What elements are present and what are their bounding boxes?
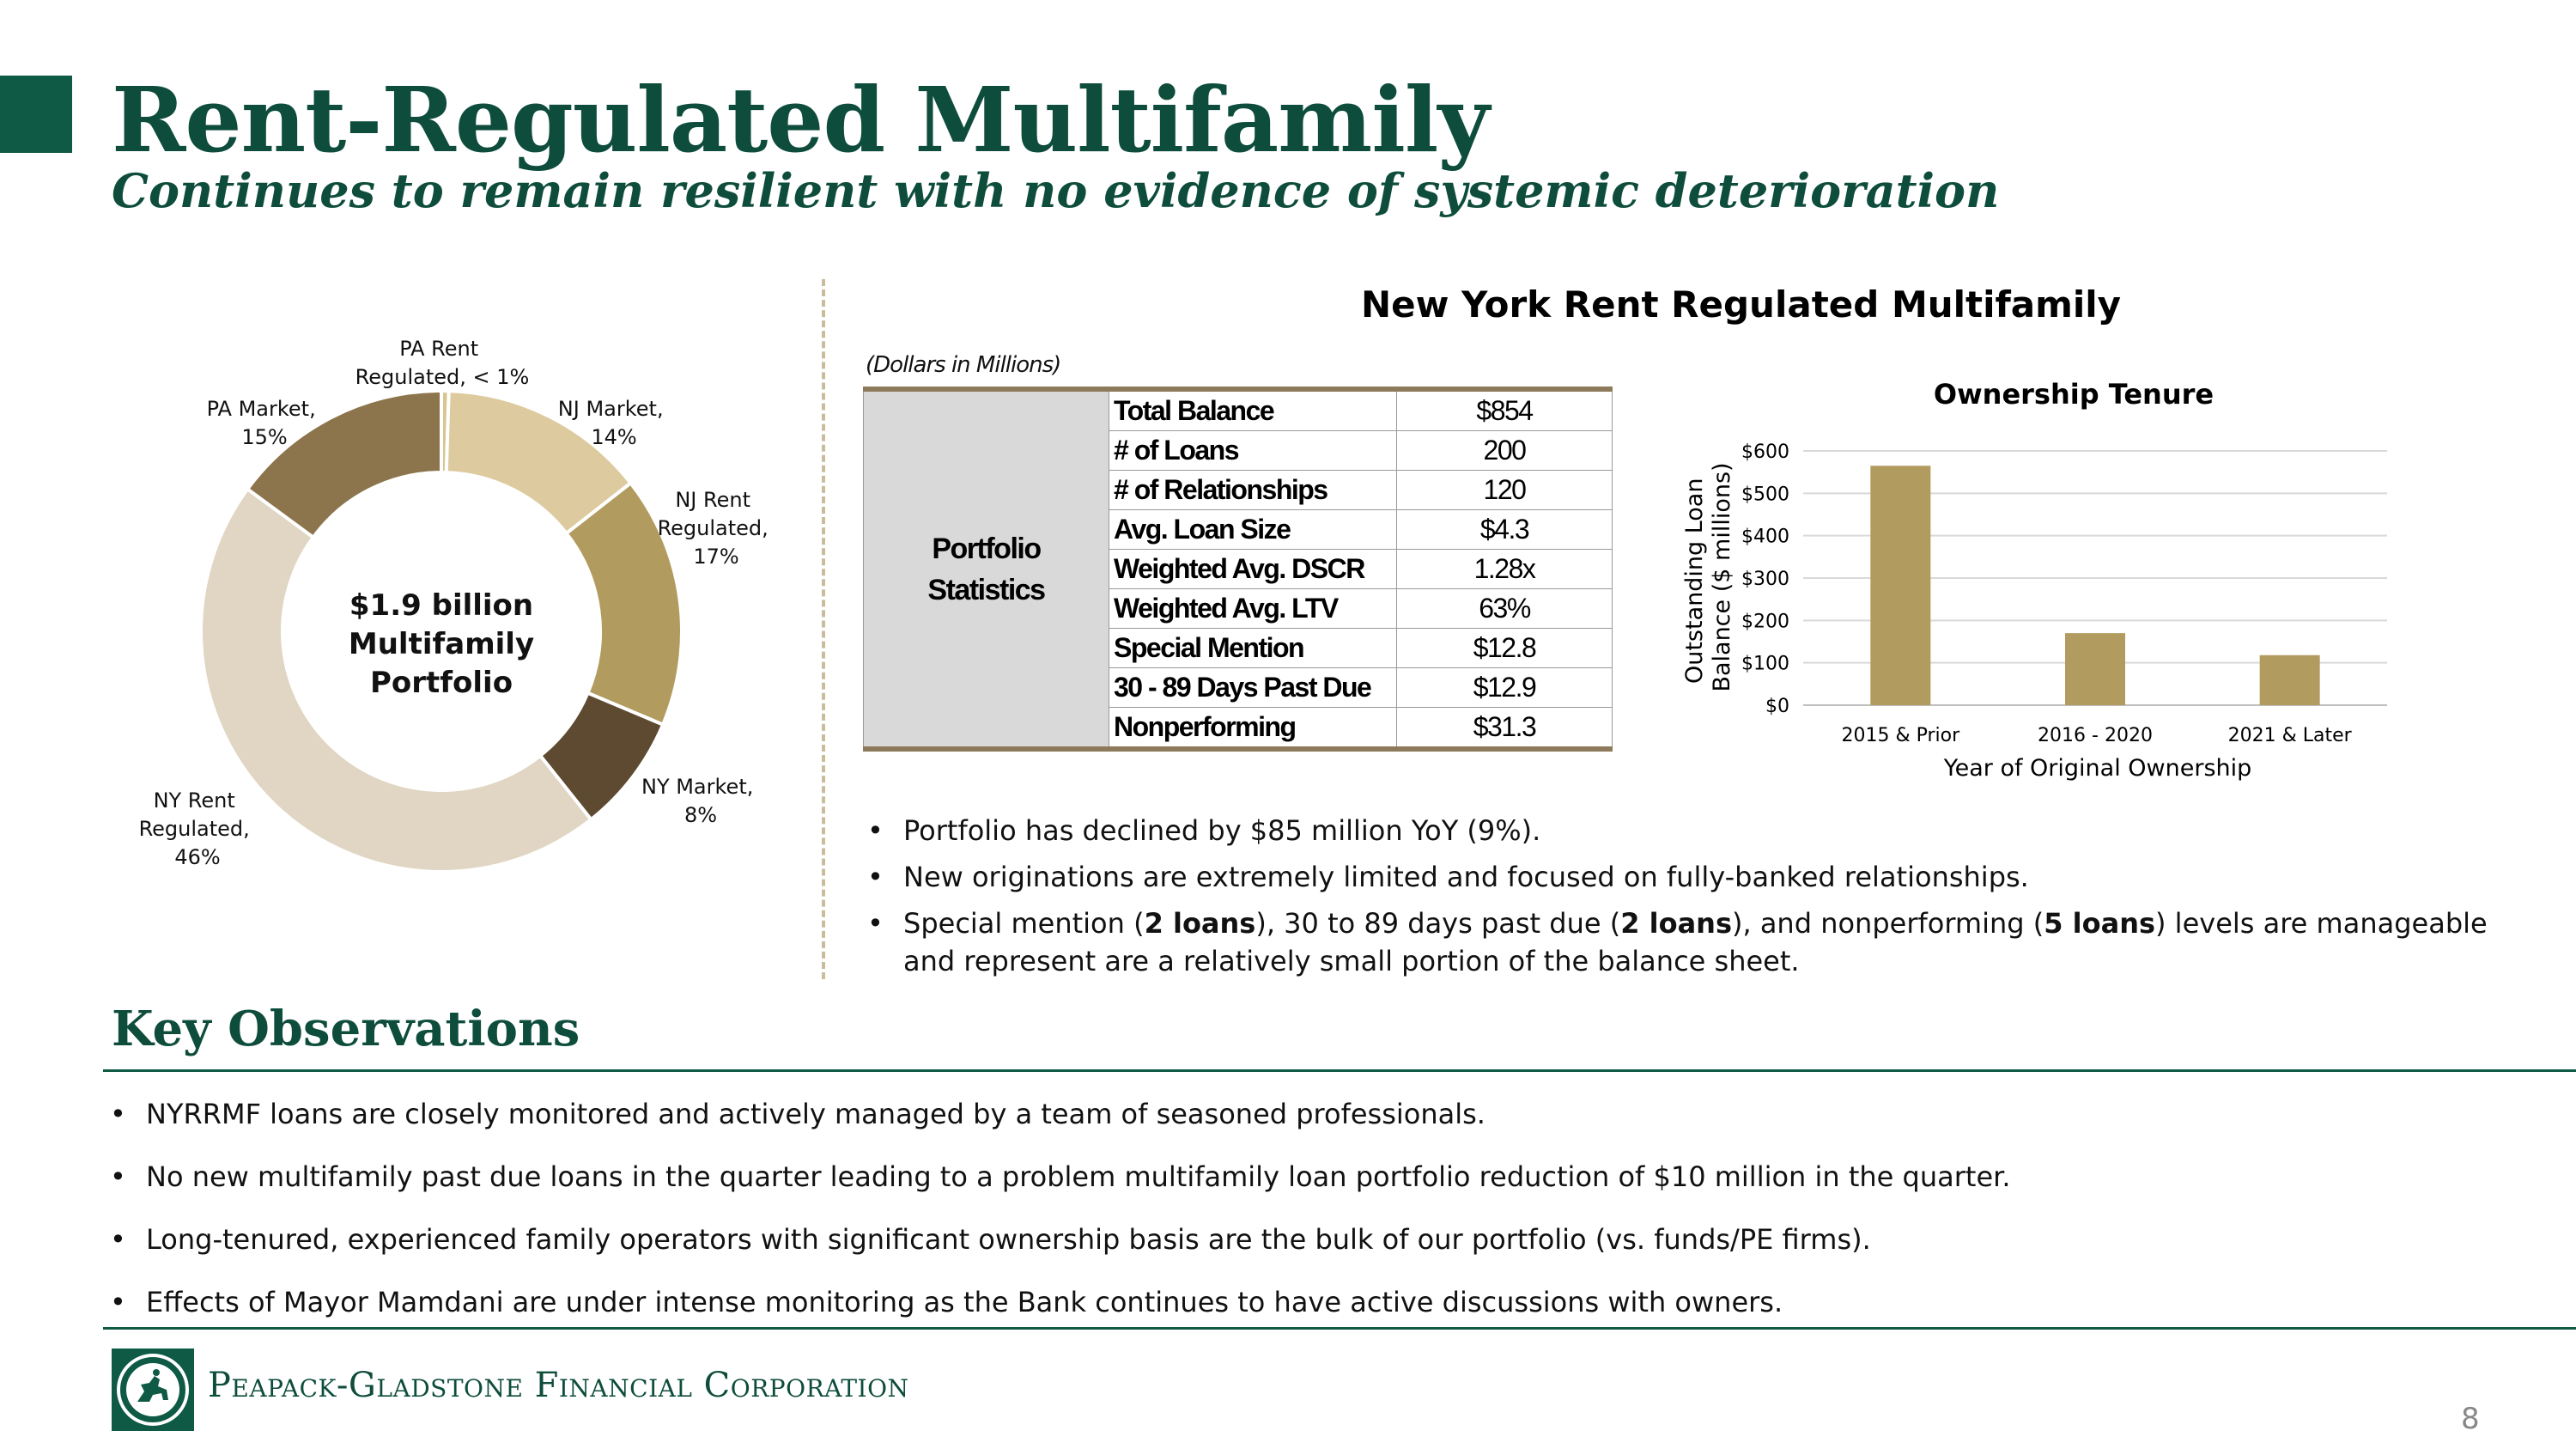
section-rule (103, 1069, 2576, 1072)
ny-section-title: New York Rent Regulated Multifamily (1361, 283, 2122, 326)
table-group-label: Portfolio Statistics (863, 388, 1109, 749)
horse-rider-seal-icon (112, 1349, 194, 1431)
list-item: No new multifamily past due loans in the… (110, 1158, 2514, 1196)
list-item: NYRRMF loans are closely monitored and a… (110, 1095, 2514, 1133)
page-number: 8 (2461, 1402, 2480, 1436)
x-tick-label: 2021 & Later (2228, 725, 2353, 746)
section-divider (822, 279, 825, 979)
donut-label-pa-rent-regulated: PA Rent Regulated, < 1% (355, 337, 530, 389)
row-value: $4.3 (1396, 509, 1613, 550)
ownership-tenure-bar-chart: Ownership Tenure $0 $100 $200 $300 $400 $500 $… (1681, 378, 2387, 782)
bar-chart-ylabel: Outstanding Loan Balance ($ millions) (1681, 462, 1735, 691)
portfolio-statistics-table: Portfolio Statistics Total Balance $854 … (863, 387, 1613, 752)
row-label: # of Loans (1109, 430, 1397, 471)
key-observations-title: Key Observations (112, 1001, 580, 1057)
table-row: 30 - 89 Days Past Due $12.9 (864, 667, 1613, 708)
table-row: # of Loans 200 (864, 430, 1613, 471)
x-tick-label: 2016 - 2020 (2038, 725, 2153, 746)
bar (2259, 654, 2320, 705)
list-item: New originations are extremely limited a… (867, 858, 2499, 896)
donut-center-line-2: Multifamily (349, 627, 534, 661)
bar (1870, 466, 1931, 705)
row-value: 63% (1396, 588, 1613, 629)
portfolio-donut-chart: $1.9 billion Multifamily Portfolio PA Re… (139, 337, 775, 874)
row-label: # of Relationships (1109, 470, 1397, 510)
list-item: Long-tenured, experienced family operato… (110, 1221, 2514, 1258)
y-tick-label: $400 (1741, 527, 1789, 548)
bar-chart-xlabel: Year of Original Ownership (1943, 755, 2252, 782)
table-row: Special Mention $12.8 (864, 628, 1613, 668)
table-row: Weighted Avg. LTV 63% (864, 588, 1613, 629)
x-tick-label: 2015 & Prior (1841, 725, 1960, 746)
row-label: 30 - 89 Days Past Due (1109, 667, 1397, 708)
list-item: Effects of Mayor Mamdani are under inten… (110, 1283, 2514, 1321)
y-tick-label: $200 (1741, 611, 1789, 632)
row-value: $854 (1396, 388, 1613, 431)
row-label: Weighted Avg. LTV (1109, 588, 1397, 629)
bar (2065, 633, 2125, 705)
donut-label-ny-rent-regulated: NY Rent Regulated, 46% (139, 788, 257, 869)
donut-label-nj-rent-regulated: NJ Rent Regulated, 17% (658, 488, 775, 569)
list-item: Special mention (2 loans), 30 to 89 days… (867, 904, 2499, 980)
y-tick-label: $0 (1765, 696, 1789, 717)
donut-slice-pa-market (245, 388, 443, 540)
y-tick-label: $300 (1741, 569, 1789, 590)
list-item: Portfolio has declined by $85 million Yo… (867, 812, 2499, 849)
page-title: Rent-Regulated Multifamily (112, 67, 1490, 173)
footer-rule (103, 1327, 2576, 1330)
row-label: Total Balance (1109, 388, 1397, 431)
table-row: Avg. Loan Size $4.3 (864, 509, 1613, 550)
y-tick-label: $600 (1741, 441, 1789, 463)
donut-center-line-1: $1.9 billion (349, 588, 533, 623)
row-label: Nonperforming (1109, 707, 1397, 750)
table-row: Portfolio Statistics Total Balance $854 (863, 388, 1613, 749)
row-label: Special Mention (1109, 628, 1397, 668)
company-name: Peapack-Gladstone Financial Corporation (208, 1366, 909, 1405)
table-row: Weighted Avg. DSCR 1.28x (864, 549, 1613, 589)
row-value: 1.28x (1396, 549, 1613, 589)
table-row: # of Relationships 120 (864, 470, 1613, 510)
row-label: Avg. Loan Size (1109, 509, 1397, 550)
donut-slice-ny-rent-regulated (199, 486, 594, 874)
key-observations-list: NYRRMF loans are closely monitored and a… (110, 1095, 2514, 1346)
ny-bullet-list: Portfolio has declined by $85 million Yo… (867, 812, 2499, 989)
y-tick-label: $100 (1741, 654, 1789, 675)
donut-label-pa-market: PA Market, 15% (207, 397, 323, 449)
table-row: Nonperforming $31.3 (864, 707, 1613, 750)
row-label: Weighted Avg. DSCR (1109, 549, 1397, 589)
bar-chart-title: Ownership Tenure (1934, 378, 2214, 411)
donut-center-line-3: Portfolio (370, 666, 513, 700)
donut-label-nj-market: NJ Market, 14% (558, 397, 670, 449)
donut-label-ny-market: NY Market, 8% (641, 775, 760, 827)
page-subtitle: Continues to remain resilient with no ev… (112, 163, 2000, 218)
row-value: 120 (1396, 470, 1613, 510)
row-value: $31.3 (1396, 707, 1613, 750)
row-value: $12.8 (1396, 628, 1613, 668)
row-value: $12.9 (1396, 667, 1613, 708)
row-value: 200 (1396, 430, 1613, 471)
y-tick-label: $500 (1741, 484, 1789, 505)
title-accent-block (0, 76, 72, 153)
units-note: (Dollars in Millions) (866, 352, 1061, 378)
